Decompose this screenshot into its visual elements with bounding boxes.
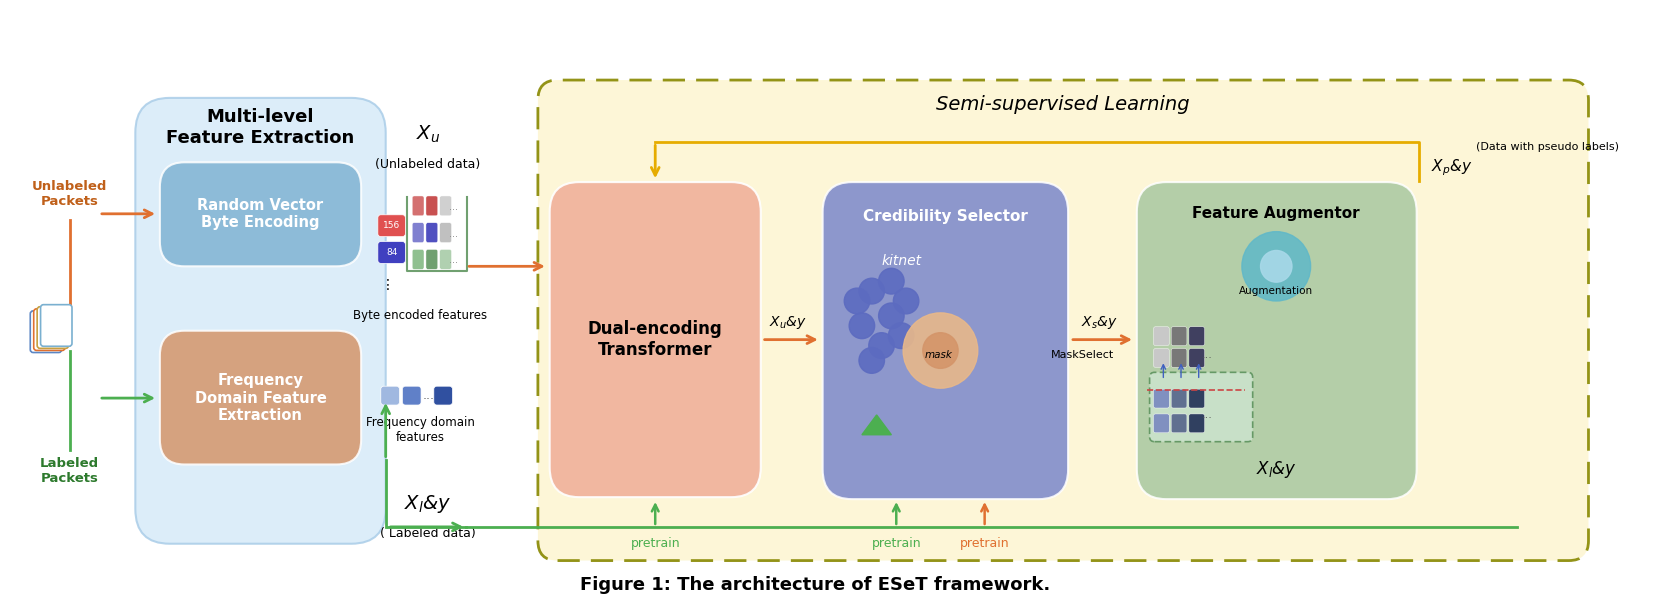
Text: ...: ... [450, 228, 458, 239]
Text: ...: ... [423, 389, 435, 402]
Circle shape [893, 288, 919, 314]
Polygon shape [861, 415, 891, 435]
Circle shape [903, 313, 979, 388]
Circle shape [869, 333, 894, 358]
FancyBboxPatch shape [440, 223, 451, 243]
Circle shape [879, 303, 904, 329]
FancyBboxPatch shape [1154, 349, 1169, 367]
FancyBboxPatch shape [426, 223, 438, 243]
FancyBboxPatch shape [440, 196, 451, 216]
Circle shape [879, 268, 904, 294]
Text: Labeled
Packets: Labeled Packets [40, 457, 99, 486]
Text: Augmentation: Augmentation [1240, 286, 1314, 296]
FancyBboxPatch shape [823, 182, 1068, 499]
FancyBboxPatch shape [1154, 389, 1169, 408]
Text: 156: 156 [383, 221, 400, 230]
Circle shape [860, 347, 884, 373]
Text: ...: ... [1202, 410, 1213, 420]
FancyBboxPatch shape [1149, 373, 1253, 442]
Circle shape [1241, 231, 1311, 301]
FancyBboxPatch shape [426, 196, 438, 216]
FancyBboxPatch shape [1172, 327, 1187, 346]
Text: Semi-supervised Learning: Semi-supervised Learning [936, 96, 1190, 114]
Text: (Data with pseudo labels): (Data with pseudo labels) [1476, 142, 1618, 153]
FancyBboxPatch shape [1172, 349, 1187, 367]
Text: $X_u$: $X_u$ [417, 124, 440, 145]
Circle shape [860, 278, 884, 304]
Text: (Unlabeled data): (Unlabeled data) [375, 158, 481, 171]
FancyBboxPatch shape [1154, 414, 1169, 433]
Text: Multi-level
Feature Extraction: Multi-level Feature Extraction [165, 108, 354, 147]
Text: ...: ... [1202, 350, 1213, 361]
Circle shape [888, 323, 914, 349]
FancyBboxPatch shape [136, 98, 385, 544]
Text: Feature Augmentor: Feature Augmentor [1192, 206, 1360, 221]
FancyBboxPatch shape [412, 223, 425, 243]
FancyBboxPatch shape [550, 182, 760, 497]
Circle shape [850, 313, 874, 338]
Text: Unlabeled
Packets: Unlabeled Packets [31, 180, 107, 208]
FancyBboxPatch shape [379, 215, 405, 237]
FancyBboxPatch shape [433, 386, 453, 405]
Circle shape [922, 333, 959, 368]
Text: Frequency domain
features: Frequency domain features [365, 416, 474, 444]
FancyBboxPatch shape [41, 305, 73, 346]
Text: $X_l$&y: $X_l$&y [405, 493, 451, 515]
Text: Random Vector
Byte Encoding: Random Vector Byte Encoding [197, 198, 324, 230]
Text: kitnet: kitnet [881, 254, 921, 269]
Text: ...: ... [450, 255, 458, 266]
FancyBboxPatch shape [1172, 389, 1187, 408]
Text: pretrain: pretrain [871, 537, 921, 551]
FancyBboxPatch shape [1137, 182, 1417, 499]
FancyBboxPatch shape [1154, 327, 1169, 346]
Text: MaskSelect: MaskSelect [1051, 350, 1114, 361]
FancyBboxPatch shape [402, 386, 422, 405]
FancyBboxPatch shape [36, 307, 68, 349]
FancyBboxPatch shape [412, 249, 425, 269]
Text: Dual-encoding
Transformer: Dual-encoding Transformer [588, 320, 722, 359]
FancyBboxPatch shape [160, 331, 360, 465]
FancyBboxPatch shape [1172, 414, 1187, 433]
FancyBboxPatch shape [426, 249, 438, 269]
Text: ⋮: ⋮ [380, 278, 395, 292]
Text: $X_p$&y: $X_p$&y [1431, 157, 1473, 177]
FancyBboxPatch shape [412, 196, 425, 216]
FancyBboxPatch shape [1189, 349, 1205, 367]
FancyBboxPatch shape [30, 311, 61, 353]
Text: Figure 1: The architecture of ESeT framework.: Figure 1: The architecture of ESeT frame… [580, 576, 1050, 594]
FancyBboxPatch shape [440, 249, 451, 269]
FancyBboxPatch shape [1189, 389, 1205, 408]
Text: ...: ... [450, 202, 458, 212]
Text: mask: mask [924, 350, 952, 361]
FancyBboxPatch shape [33, 309, 64, 350]
Text: Byte encoded features: Byte encoded features [354, 310, 488, 322]
Text: $X_u$&y: $X_u$&y [769, 314, 807, 331]
Circle shape [845, 288, 869, 314]
Text: Frequency
Domain Feature
Extraction: Frequency Domain Feature Extraction [195, 373, 326, 423]
FancyBboxPatch shape [380, 386, 400, 405]
Text: ( Labeled data): ( Labeled data) [380, 527, 476, 540]
Text: $X_l$&y: $X_l$&y [1256, 459, 1296, 480]
Text: pretrain: pretrain [630, 537, 679, 551]
FancyBboxPatch shape [379, 242, 405, 263]
Text: Credibility Selector: Credibility Selector [863, 209, 1028, 224]
FancyBboxPatch shape [537, 80, 1589, 561]
Circle shape [1261, 251, 1293, 282]
FancyBboxPatch shape [160, 162, 360, 266]
Text: $X_s$&y: $X_s$&y [1081, 314, 1117, 331]
FancyBboxPatch shape [1189, 414, 1205, 433]
Text: pretrain: pretrain [960, 537, 1010, 551]
FancyBboxPatch shape [1189, 327, 1205, 346]
Text: 84: 84 [385, 248, 397, 257]
